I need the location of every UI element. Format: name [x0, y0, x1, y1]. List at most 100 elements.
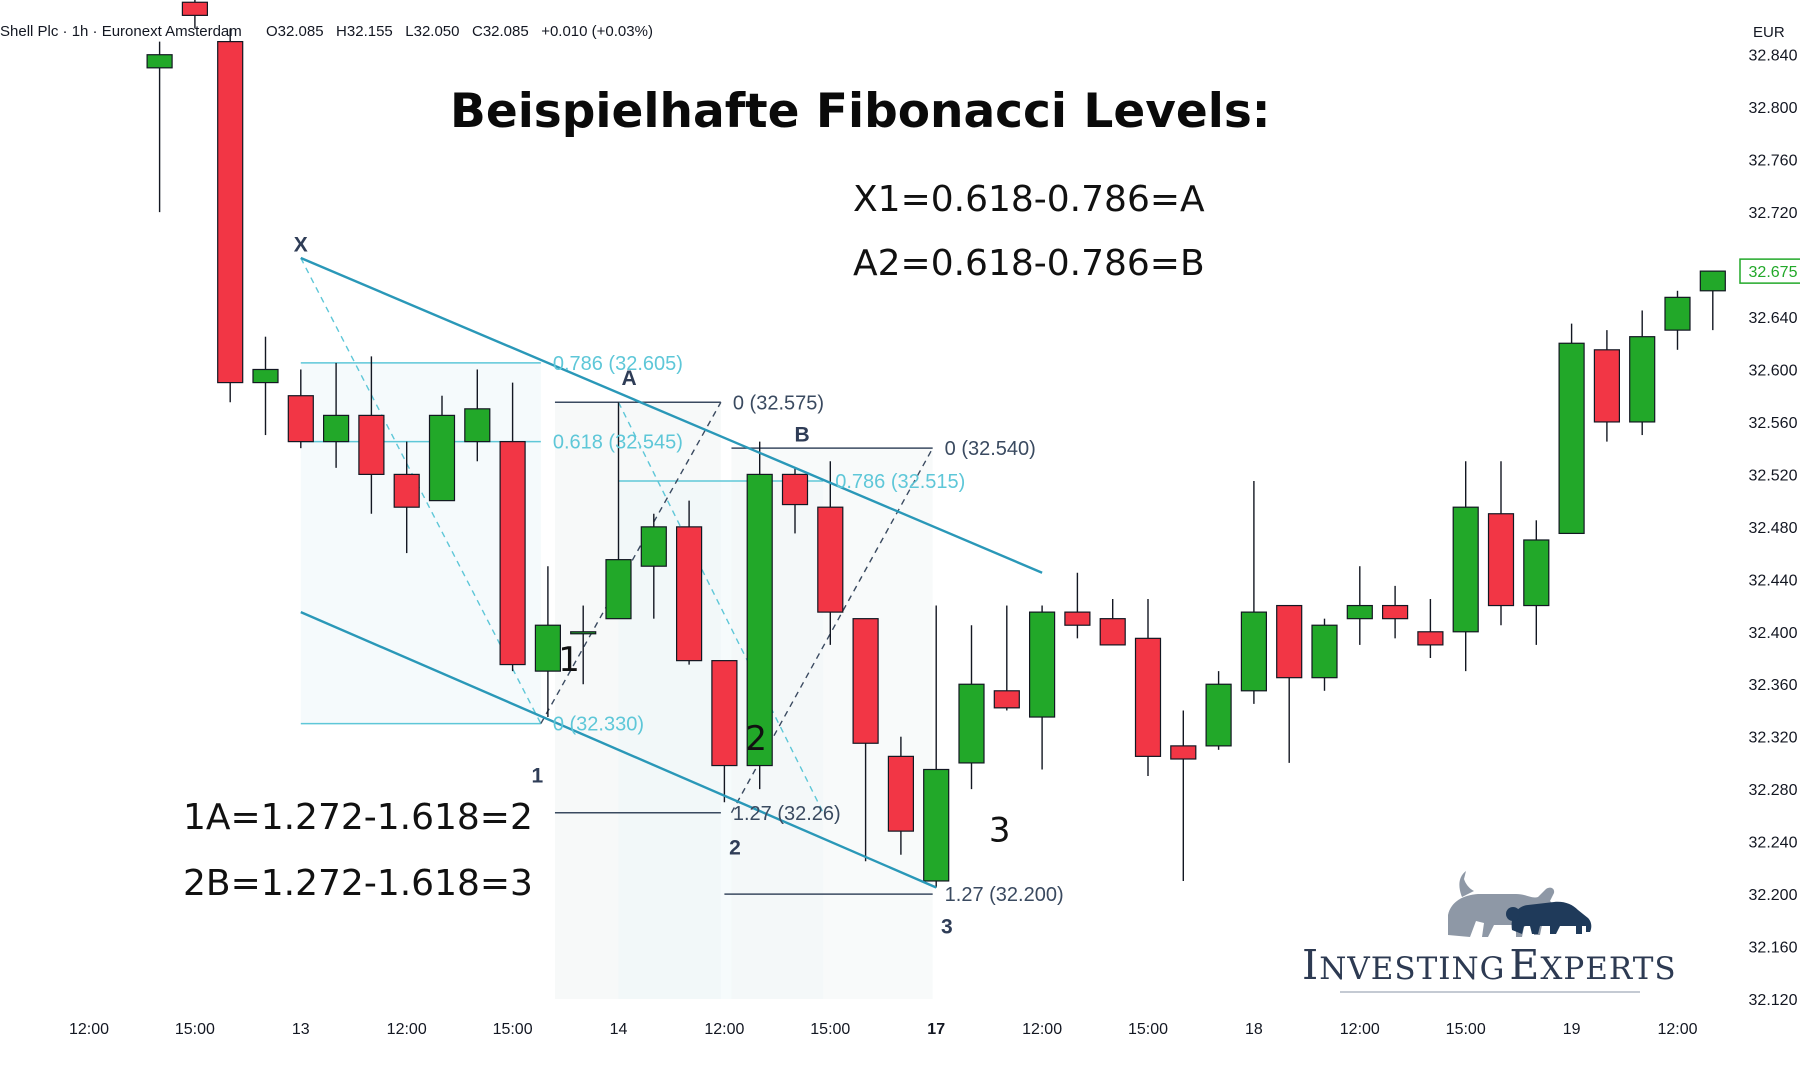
candle	[1593, 330, 1621, 442]
time-tick: 15:00	[493, 1021, 533, 1038]
candle	[1346, 566, 1373, 645]
candle	[1699, 270, 1726, 331]
formula-1a2: 1A=1.272-1.618=2	[183, 797, 533, 838]
candle-body	[958, 683, 985, 764]
price-tick: 32.760	[1749, 153, 1798, 170]
fib-level-label: 0 (32.330)	[553, 714, 644, 736]
price-tick: 32.840	[1749, 48, 1798, 65]
candle	[746, 441, 773, 790]
candle-body	[1205, 683, 1232, 747]
candle-body	[1487, 513, 1515, 607]
fib-level-label: 0.786 (32.515)	[835, 471, 965, 493]
candle-body	[605, 559, 632, 620]
time-tick: 19	[1563, 1021, 1581, 1038]
price-tick: 32.160	[1749, 940, 1798, 957]
candle	[1240, 480, 1268, 704]
candle-body	[217, 41, 244, 384]
bear-icon	[1506, 901, 1592, 934]
candle-body	[817, 506, 844, 613]
main-title: Beispielhafte Fibonacci Levels:	[450, 84, 1271, 139]
price-tick: 32.720	[1749, 205, 1798, 222]
candle-body	[887, 755, 915, 832]
candle	[1276, 604, 1303, 763]
candle	[464, 369, 491, 462]
price-tick: 32.520	[1749, 467, 1798, 484]
currency-badge[interactable]	[1740, 16, 1796, 46]
candle	[640, 513, 667, 619]
candle-body	[252, 368, 279, 384]
candle-body	[746, 473, 773, 767]
price-tick: 32.280	[1749, 782, 1798, 799]
price-axis[interactable]: 32.120 32.160 32.200 32.240 32.280 32.320 32.3…	[1739, 48, 1800, 1009]
last-price-label: 32.675	[1749, 264, 1798, 281]
candle-body	[781, 473, 809, 506]
time-tick: 15:00	[810, 1021, 850, 1038]
candle-body	[1417, 631, 1444, 646]
time-tick: 17	[927, 1021, 945, 1038]
candle-body	[428, 414, 456, 502]
candle-body	[1311, 624, 1338, 679]
candle	[1629, 310, 1656, 436]
candle	[1452, 461, 1479, 672]
fib-labels: 0.786 (32.605) 0.618 (32.545) 0 (32.330) 0 …	[553, 353, 1064, 906]
wave-annotation: 2	[745, 719, 767, 759]
price-tick: 32.800	[1749, 100, 1798, 117]
wave-point-label: B	[794, 424, 809, 447]
candle	[358, 356, 385, 514]
candle-body	[1699, 270, 1726, 292]
time-tick: 12:00	[1340, 1021, 1380, 1038]
candle	[287, 369, 314, 449]
candle	[393, 441, 420, 554]
candle-body	[711, 660, 738, 767]
candle	[428, 395, 456, 502]
fib-level-label: 1.27 (32.26)	[733, 803, 841, 825]
price-tick: 32.480	[1749, 520, 1798, 537]
price-tick: 32.440	[1749, 572, 1798, 589]
time-axis[interactable]: 12:00 15:00 13 12:00 15:00 14 12:00 15:00 17 12:0…	[69, 1021, 1698, 1038]
candle	[570, 605, 597, 685]
candle-body	[993, 690, 1020, 709]
candle-body	[323, 414, 350, 443]
candle	[1558, 323, 1585, 535]
candle	[781, 467, 809, 534]
candle-body	[146, 54, 173, 69]
candle-body	[1523, 539, 1550, 607]
candle	[958, 625, 985, 790]
price-tick: 32.360	[1749, 677, 1798, 694]
candle	[852, 618, 879, 862]
trend-channel	[300, 256, 1043, 889]
candle-body	[181, 1, 208, 16]
candle-body	[1452, 506, 1479, 633]
candle	[534, 566, 562, 718]
candle-body	[640, 526, 667, 567]
candle	[887, 736, 915, 855]
wave-annotation: 1	[558, 640, 580, 680]
candle-body	[499, 441, 526, 666]
time-tick: 12:00	[704, 1021, 744, 1038]
price-tick: 32.240	[1749, 835, 1798, 852]
candle-body	[1099, 618, 1126, 646]
wave-point-label: A	[622, 367, 637, 390]
candle-body	[852, 618, 879, 744]
channel-lower-line	[300, 611, 937, 889]
time-tick: 12:00	[387, 1021, 427, 1038]
candle-body	[287, 395, 314, 443]
candle-body	[1664, 296, 1691, 331]
candle-body	[570, 631, 597, 635]
formula-x1a: X1=0.618-0.786=A	[853, 179, 1205, 220]
price-tick: 32.600	[1749, 362, 1798, 379]
price-tick: 32.560	[1749, 415, 1798, 432]
candle	[711, 660, 738, 803]
symbol-title[interactable]: Shell Plc · 1h · Euronext Amsterdam	[0, 23, 242, 40]
fib-level-label: 0 (32.540)	[945, 438, 1036, 460]
candle-body	[1028, 611, 1056, 718]
currency-label: EUR	[1753, 24, 1785, 41]
fib-level-label: 0.786 (32.605)	[553, 353, 683, 375]
candle	[252, 336, 279, 436]
price-tick: 32.320	[1749, 730, 1798, 747]
candle	[605, 402, 632, 620]
wave-point-label: 2	[729, 837, 741, 860]
fib-level-label: 0.618 (32.545)	[553, 432, 683, 454]
investing-experts-logo: INVESTINGEXPERTS	[1302, 871, 1676, 993]
last-price-tag	[1739, 258, 1800, 284]
